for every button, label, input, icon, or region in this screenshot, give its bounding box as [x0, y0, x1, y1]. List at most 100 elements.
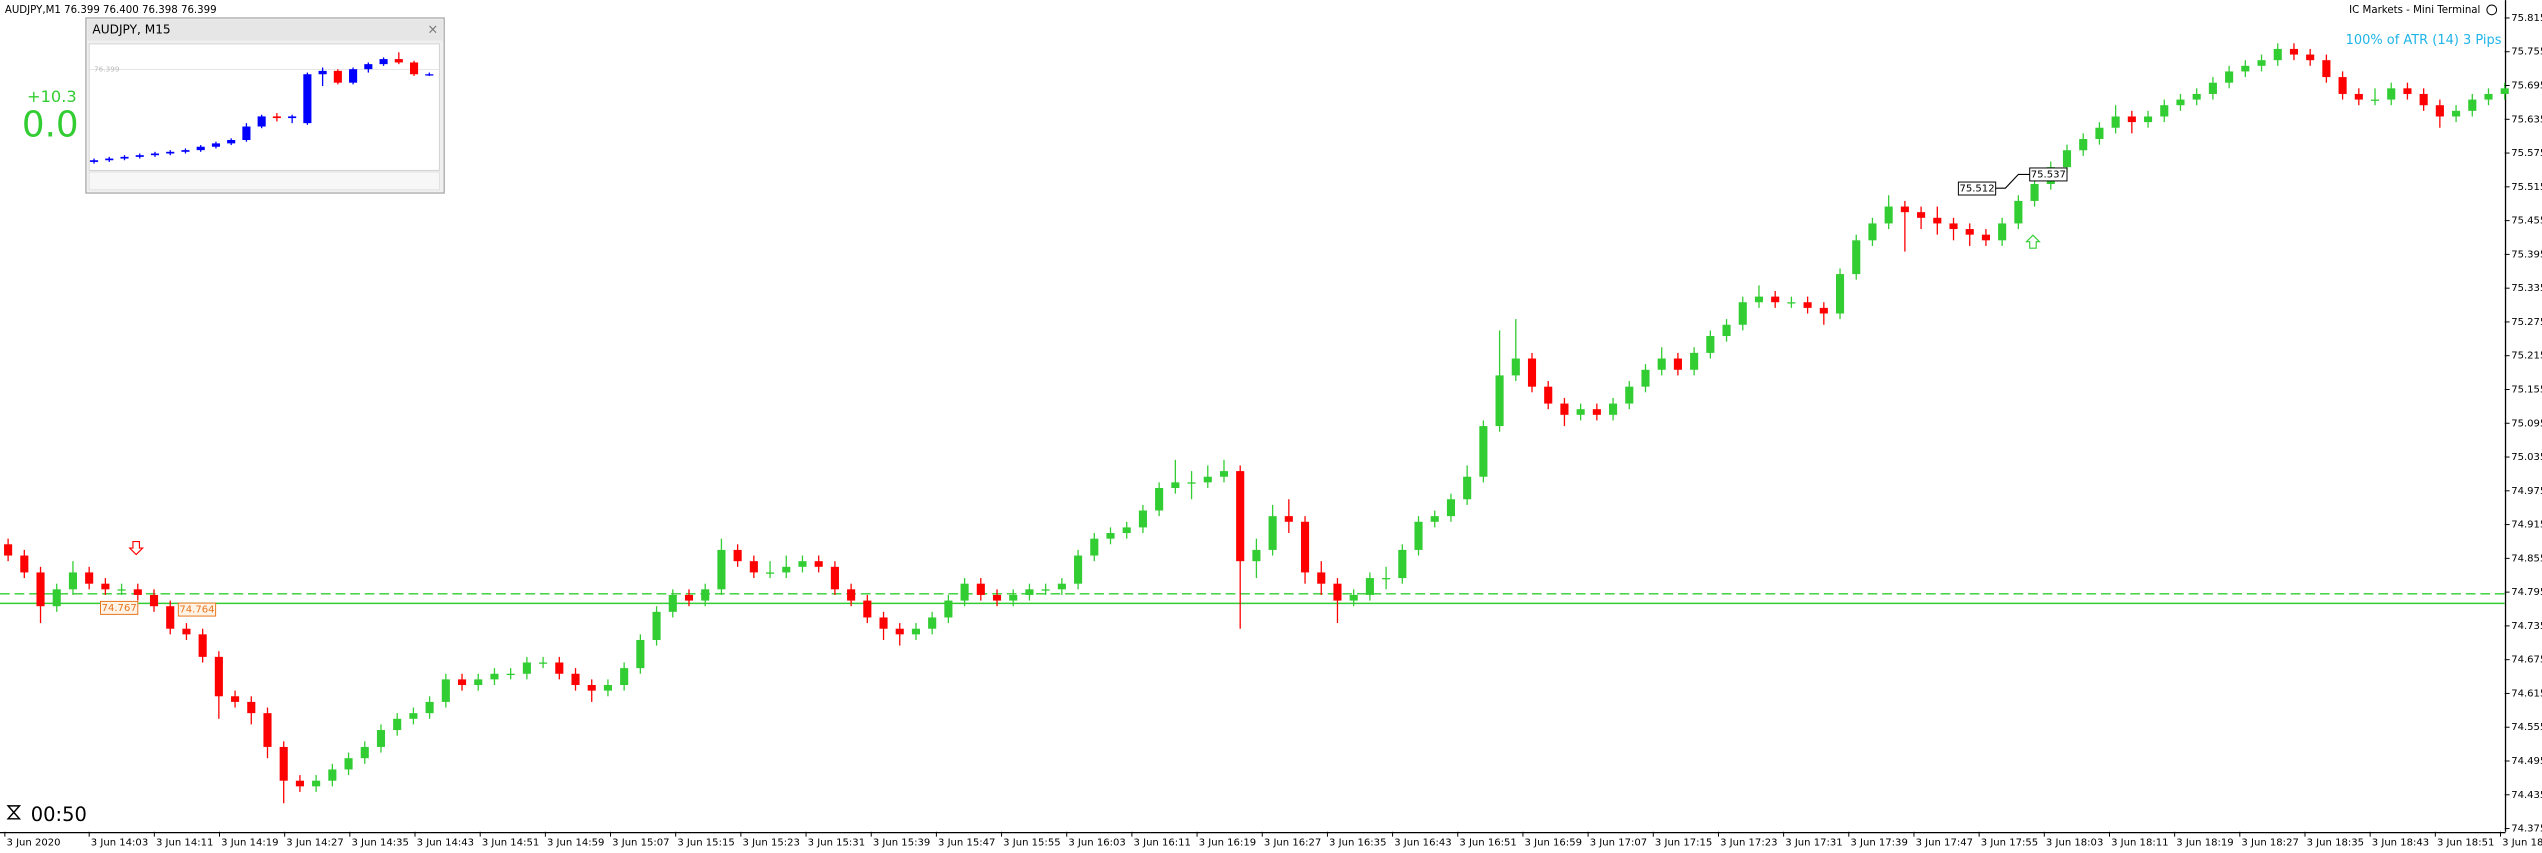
candle-body [1852, 240, 1861, 275]
candle-body [247, 701, 256, 714]
candle-body [394, 59, 403, 63]
candle-body [333, 70, 342, 83]
candle-body [1771, 296, 1780, 303]
candle-body [1236, 471, 1245, 562]
candle-body [798, 561, 807, 567]
smiley-icon [2486, 4, 2498, 16]
candle-body [120, 156, 129, 159]
candle-body [2111, 116, 2120, 128]
candle-body [105, 158, 114, 161]
candle-body [506, 673, 515, 676]
candle-body [733, 549, 742, 562]
candle-body [364, 64, 373, 70]
x-tick-label: 3 Jun 16:03 [1068, 837, 1125, 848]
x-tick-label: 3 Jun 17:07 [1590, 837, 1647, 848]
candle-body [425, 74, 434, 76]
y-tick-label: 75.635 [2511, 114, 2542, 125]
candle-body [2030, 184, 2039, 201]
candle-body [1560, 403, 1569, 415]
candle-body [571, 673, 580, 686]
candle-body [1738, 302, 1747, 325]
candle-body [1171, 482, 1180, 488]
candle-body [717, 549, 726, 590]
y-tick-label: 74.435 [2511, 790, 2542, 801]
candle-body [1949, 223, 1958, 230]
mini-plot [88, 43, 440, 171]
candle-body [425, 701, 434, 714]
close-button[interactable]: × [427, 23, 438, 38]
candle-body [1138, 510, 1147, 528]
candle-body [587, 685, 596, 691]
candle-body [1868, 223, 1877, 241]
candle-body [1446, 499, 1456, 517]
candle-body [2338, 77, 2347, 94]
y-tick-label: 74.555 [2511, 722, 2542, 733]
candle-body [312, 780, 321, 787]
candle-body [1155, 487, 1164, 511]
x-tick-label: 3 Jun 2020 [6, 837, 60, 848]
candle-body [782, 566, 791, 573]
x-tick-label: 3 Jun 16:35 [1329, 837, 1386, 848]
candle-body [2208, 82, 2217, 94]
candle-body [1673, 358, 1682, 370]
candle-body [379, 59, 388, 65]
candle-body [879, 617, 888, 629]
x-tick-label: 3 Jun 14:51 [482, 837, 539, 848]
candle-body [1884, 206, 1893, 224]
price-label-text: 75.537 [2031, 169, 2066, 180]
candle-body [749, 561, 758, 573]
x-tick-label: 3 Jun 14:35 [351, 837, 408, 848]
candle-body [1690, 352, 1699, 370]
candle-body [4, 544, 13, 556]
candle-body [1090, 538, 1099, 556]
candle-body [1203, 476, 1212, 483]
candle-body [2241, 65, 2250, 72]
candle-body [2387, 88, 2396, 100]
candle-body [992, 594, 1002, 601]
y-tick-label: 75.695 [2511, 81, 2542, 92]
atr-label: 100% of ATR (14) 3 Pips [2346, 33, 2502, 48]
y-tick-label: 75.095 [2511, 418, 2542, 429]
candle-body [196, 146, 205, 151]
candle-body [1430, 516, 1439, 522]
candle-body [1106, 533, 1115, 539]
candle-body [2095, 127, 2104, 139]
candle-body [1057, 583, 1066, 590]
candle-body [1933, 217, 1942, 224]
y-tick-label: 74.855 [2511, 553, 2542, 564]
candle-body [166, 606, 175, 629]
candle-body [376, 730, 386, 747]
candle-body [2273, 48, 2282, 61]
candle-body [814, 561, 823, 567]
candle-body [117, 589, 126, 591]
price-label-box [100, 600, 139, 615]
candle-body [2322, 60, 2331, 78]
y-tick-label: 75.035 [2511, 452, 2542, 463]
candle-body [1479, 426, 1488, 477]
mini-chart-window: AUDJPY, M15 × 76.399 [85, 17, 445, 194]
candle-body [944, 600, 953, 618]
x-tick-label: 3 Jun 17:47 [1916, 837, 1973, 848]
candle-body [1284, 516, 1293, 522]
price-label-text: 74.764 [179, 605, 214, 616]
candle-body [1252, 549, 1261, 562]
candle-body [101, 583, 110, 590]
candle-body [441, 679, 450, 702]
candle-body [349, 69, 358, 83]
y-tick-label: 74.975 [2511, 486, 2542, 497]
price-label-text: 74.767 [102, 603, 137, 614]
candle-body [911, 628, 921, 635]
candle-body [360, 746, 369, 759]
y-tick-label: 74.615 [2511, 688, 2542, 699]
price-label-text: 75.512 [1959, 184, 1994, 195]
candle-body [135, 155, 144, 157]
x-tick-label: 3 Jun 16:19 [1199, 837, 1256, 848]
candle-body [1981, 234, 1990, 241]
candle-body [409, 62, 419, 75]
candle-body [1511, 358, 1520, 376]
candle-body [2257, 60, 2266, 66]
x-tick-label: 3 Jun 16:59 [1525, 837, 1582, 848]
candle-body [409, 713, 418, 719]
y-tick-label: 75.155 [2511, 384, 2542, 395]
